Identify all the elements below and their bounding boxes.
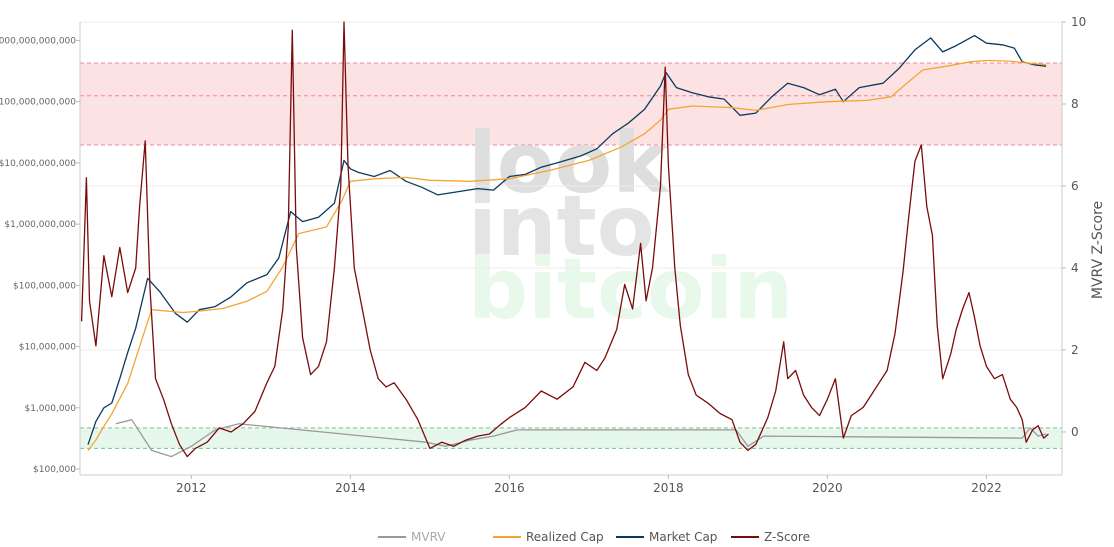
legend-item-realized-cap[interactable]: Realized Cap xyxy=(493,530,604,544)
grid xyxy=(80,21,1062,433)
watermark-line-1: look xyxy=(468,114,670,212)
band-bottom xyxy=(80,427,1062,449)
right-tick-label-2: 4 xyxy=(1071,261,1079,275)
right-tick-label-1: 2 xyxy=(1071,343,1079,357)
axes xyxy=(79,22,1063,476)
left-tick-label-3: $100,000,000 xyxy=(13,281,76,291)
series-market-cap xyxy=(87,34,1047,445)
right-tick-label-0: 0 xyxy=(1071,425,1079,439)
x-tick-label-0: 2012 xyxy=(176,481,207,495)
legend-item-z-score[interactable]: Z-Score xyxy=(731,530,810,544)
x-tick-label-4: 2020 xyxy=(812,481,843,495)
watermark: look into bitcoin xyxy=(468,114,793,338)
series-layer xyxy=(80,21,1049,458)
left-tick-label-0: $100,000 xyxy=(33,465,76,475)
right-tick-label-5: 10 xyxy=(1071,15,1086,29)
left-tick-label-6: $100,000,000,000 xyxy=(0,98,76,108)
x-tick-label-2: 2016 xyxy=(494,481,525,495)
tick-labels: $100,000 $1,000,000 $10,000,000 $100,000,00… xyxy=(0,15,1086,495)
series-realized-cap xyxy=(87,59,1047,451)
legend-label-realized-cap: Realized Cap xyxy=(526,530,604,544)
left-tick-label-5: $10,000,000,000 xyxy=(0,159,76,169)
legend-label-mvrv: MVRV xyxy=(411,530,446,544)
legend-item-market-cap[interactable]: Market Cap xyxy=(616,530,717,544)
watermark-line-2: into xyxy=(468,177,654,275)
x-tick-label-5: 2022 xyxy=(971,481,1002,495)
legend[interactable]: MVRV Realized Cap Market Cap Z-Score xyxy=(378,530,810,544)
series-mvrv xyxy=(115,419,1047,458)
legend-item-mvrv[interactable]: MVRV xyxy=(378,530,446,544)
right-tick-label-3: 6 xyxy=(1071,179,1079,193)
legend-label-market-cap: Market Cap xyxy=(649,530,717,544)
right-tick-label-4: 8 xyxy=(1071,97,1079,111)
right-axis-title: MVRV Z-Score xyxy=(1090,201,1106,299)
left-tick-label-1: $1,000,000 xyxy=(24,404,76,414)
legend-label-z-score: Z-Score xyxy=(764,530,810,544)
x-tick-label-1: 2014 xyxy=(335,481,366,495)
left-tick-label-2: $10,000,000 xyxy=(19,343,77,353)
left-tick-label-7: 1,000,000,000,000 xyxy=(0,36,76,46)
left-tick-label-4: $1,000,000,000 xyxy=(4,220,76,230)
series-z-score xyxy=(80,21,1049,458)
x-tick-label-3: 2018 xyxy=(653,481,684,495)
watermark-line-3: bitcoin xyxy=(468,240,793,338)
